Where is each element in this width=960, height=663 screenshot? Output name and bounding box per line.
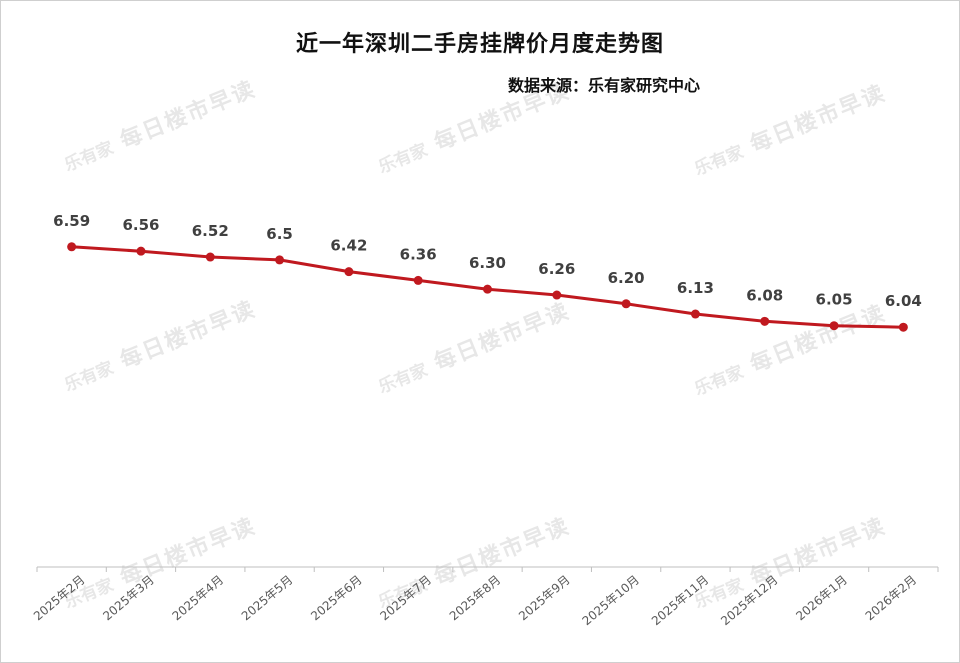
- x-tick-label: 2025年4月: [170, 573, 227, 624]
- data-label: 6.08: [746, 286, 783, 304]
- data-point: [898, 322, 908, 332]
- x-tick-label: 2026年1月: [793, 573, 850, 624]
- data-label: 6.59: [53, 212, 90, 230]
- data-label: 6.04: [885, 292, 922, 310]
- x-tick-label: 2025年10月: [580, 573, 642, 629]
- data-point: [552, 290, 562, 300]
- x-tick-label: 2025年3月: [100, 573, 157, 624]
- x-tick-label: 2025年8月: [447, 573, 504, 624]
- data-label: 6.26: [538, 260, 575, 278]
- x-tick-label: 2025年5月: [239, 573, 296, 624]
- x-tick-label: 2025年6月: [308, 573, 365, 624]
- data-label: 6.05: [816, 291, 853, 309]
- data-source-note: 数据来源：乐有家研究中心: [508, 76, 701, 95]
- x-tick-label: 2025年12月: [718, 573, 780, 629]
- data-point: [344, 267, 354, 277]
- data-point: [829, 321, 839, 331]
- data-label: 6.42: [330, 237, 367, 255]
- data-point: [67, 242, 77, 252]
- data-point: [275, 255, 285, 265]
- chart-title: 近一年深圳二手房挂牌价月度走势图: [295, 32, 664, 57]
- data-label: 6.5: [266, 225, 293, 243]
- data-point: [483, 284, 492, 294]
- data-label: 6.52: [192, 222, 229, 240]
- data-point: [136, 246, 146, 256]
- data-point: [205, 252, 215, 262]
- data-label: 6.13: [677, 279, 714, 297]
- data-label: 6.36: [400, 245, 437, 263]
- data-point: [621, 299, 631, 309]
- x-tick-label: 2025年11月: [649, 573, 711, 629]
- x-tick-label: 2026年2月: [863, 573, 920, 624]
- data-point: [760, 316, 770, 326]
- x-tick-label: 2025年7月: [377, 573, 434, 624]
- x-tick-label: 2025年9月: [516, 573, 573, 624]
- x-tick-label: 2025年2月: [31, 573, 88, 624]
- data-label: 6.30: [469, 254, 506, 272]
- data-label: 6.56: [122, 216, 159, 234]
- data-point: [413, 275, 423, 285]
- data-label: 6.20: [608, 269, 645, 287]
- data-point: [690, 309, 700, 319]
